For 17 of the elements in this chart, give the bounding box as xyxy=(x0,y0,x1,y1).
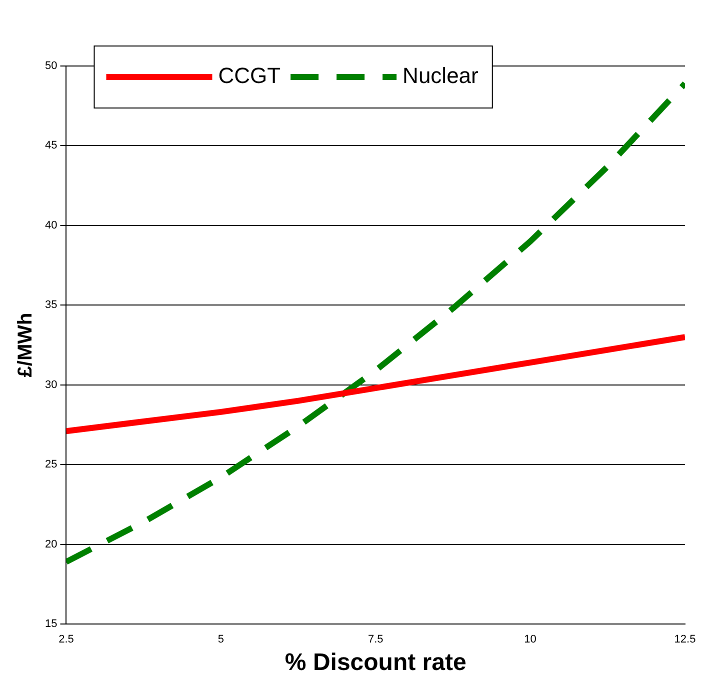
y-tick-label: 45 xyxy=(44,140,58,152)
y-tick-label: 40 xyxy=(44,219,58,232)
x-tick-label: 12.5 xyxy=(674,634,696,646)
y-tick-label: 15 xyxy=(44,618,58,630)
legend-label: Nuclear xyxy=(402,63,478,88)
y-tick-label: 30 xyxy=(44,378,58,391)
y-tick-label: 35 xyxy=(44,299,58,312)
legend-label: CCGT xyxy=(218,63,281,88)
x-tick-label: 7.5 xyxy=(368,634,384,646)
x-tick-label: 10 xyxy=(524,634,536,646)
y-axis-title: £/MWh xyxy=(14,312,37,378)
x-tick-label: 5 xyxy=(218,634,224,646)
x-tick-label: 2.5 xyxy=(58,634,74,646)
y-tick-label: 25 xyxy=(44,458,58,471)
y-tick-label: 20 xyxy=(44,538,58,550)
y-tick-label: 50 xyxy=(44,60,58,72)
x-axis-title: % Discount rate xyxy=(284,649,466,676)
